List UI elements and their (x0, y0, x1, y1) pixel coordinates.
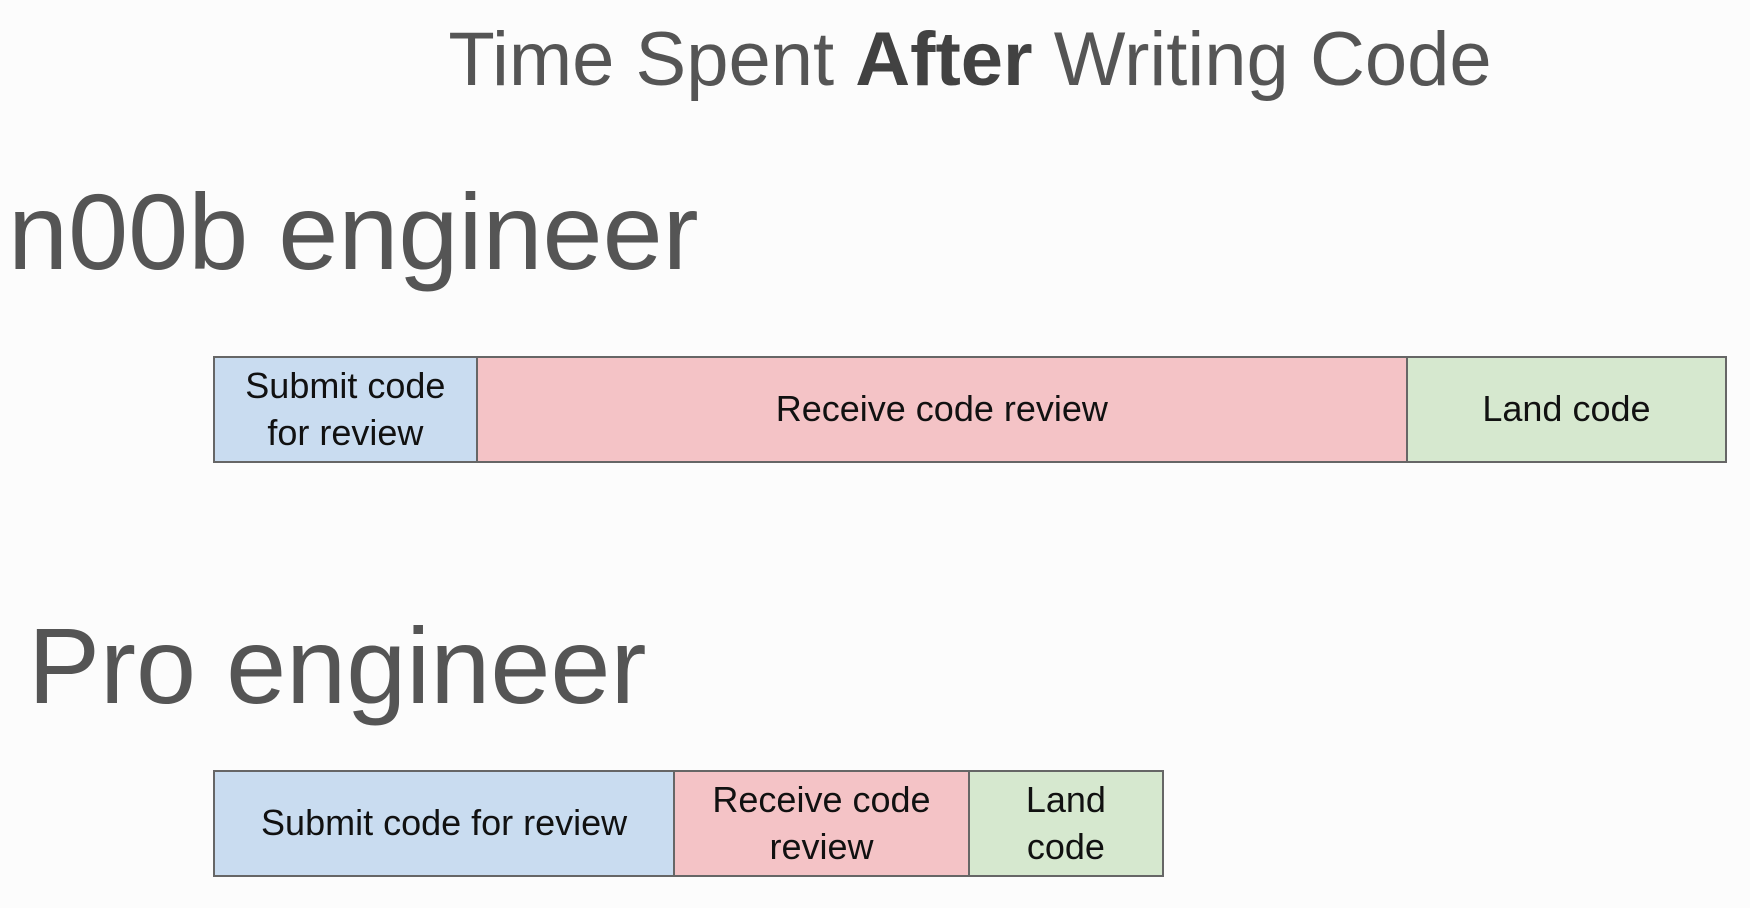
segment-label: Land code (1482, 388, 1651, 430)
segment-receive: Receive code review (675, 772, 970, 875)
segment-label: Receive code review (775, 388, 1108, 430)
segment-label: Land code (1025, 778, 1106, 867)
timeline-bar-pro: Submit code for review Receive code revi… (213, 770, 1164, 877)
segment-land: Land code (1407, 358, 1725, 461)
segment-label: Submit code for review (261, 802, 628, 844)
title-suffix: Writing Code (1032, 17, 1492, 102)
segment-receive: Receive code review (477, 358, 1408, 461)
title-prefix: Time Spent (448, 17, 856, 102)
segment-label: Receive code review (712, 778, 931, 867)
segment-submit: Submit code for review (215, 358, 478, 461)
segment-land: Land code (969, 772, 1162, 875)
title-emphasis: After (855, 17, 1033, 102)
segment-label: Submit code for review (245, 364, 446, 453)
row-heading-pro: Pro engineer (28, 605, 647, 726)
timeline-bar-noob: Submit code for review Receive code revi… (213, 356, 1727, 463)
slide-title: Time Spent After Writing Code (190, 12, 1750, 107)
row-heading-noob: n00b engineer (8, 171, 699, 292)
segment-submit: Submit code for review (215, 772, 676, 875)
